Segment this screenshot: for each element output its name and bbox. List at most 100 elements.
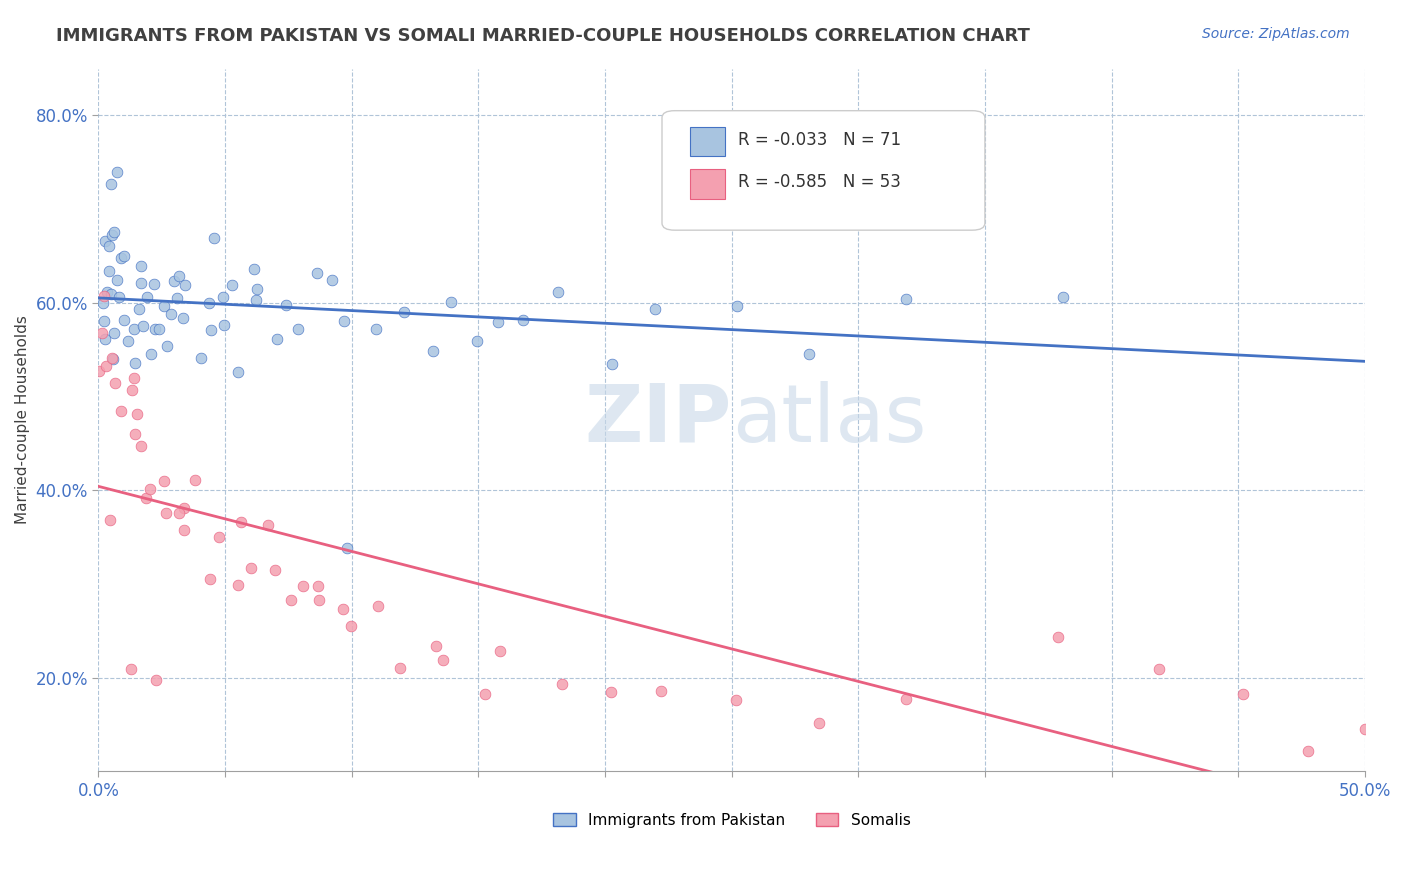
Point [389, 660, 412, 674]
FancyBboxPatch shape [662, 111, 986, 230]
Point [91, 326, 114, 340]
Point [551, 677, 574, 691]
Point [173, 523, 195, 537]
Point [127, 407, 149, 421]
Point [724, 692, 747, 706]
Point [200, 323, 222, 337]
Point [112, 249, 135, 263]
Point [94, 359, 117, 373]
Point [467, 334, 489, 349]
Point [132, 318, 155, 333]
Point [98, 513, 121, 527]
Point [422, 343, 444, 358]
Point [93, 288, 115, 302]
Text: Source: ZipAtlas.com: Source: ZipAtlas.com [1202, 27, 1350, 41]
Point [198, 573, 221, 587]
Point [364, 322, 387, 336]
Point [239, 561, 262, 575]
Point [107, 290, 129, 304]
Point [124, 426, 146, 441]
Point [231, 516, 253, 530]
Point [197, 296, 219, 310]
Point [142, 277, 165, 291]
Point [143, 322, 166, 336]
Point [107, 165, 129, 179]
Bar [690, 127, 725, 156]
Point [226, 365, 249, 379]
Point [148, 322, 170, 336]
Point [163, 274, 186, 288]
Point [190, 351, 212, 365]
Point [103, 326, 125, 340]
Point [392, 305, 415, 319]
Point [129, 277, 152, 291]
Point [256, 518, 278, 533]
Point [155, 506, 177, 520]
Point [266, 332, 288, 346]
Point [474, 687, 496, 701]
Point [425, 639, 447, 653]
Point [1052, 290, 1074, 304]
Point [135, 491, 157, 505]
Point [167, 507, 190, 521]
Point [512, 313, 534, 327]
Point [173, 501, 195, 516]
Point [276, 298, 298, 312]
Text: atlas: atlas [731, 381, 927, 459]
Y-axis label: Married-couple Households: Married-couple Households [15, 316, 30, 524]
Point [547, 285, 569, 300]
Point [1296, 743, 1319, 757]
Point [141, 347, 163, 361]
Point [202, 231, 225, 245]
Point [97, 239, 120, 253]
Point [94, 332, 117, 346]
Point [100, 351, 122, 366]
Point [117, 334, 139, 348]
Point [486, 315, 509, 329]
Point [799, 347, 821, 361]
Point [166, 291, 188, 305]
Point [489, 644, 512, 658]
Point [174, 278, 197, 293]
Point [101, 228, 124, 243]
Point [367, 599, 389, 613]
Point [287, 322, 309, 336]
Point [336, 541, 359, 555]
Point [159, 307, 181, 321]
Point [332, 602, 354, 616]
Point [1232, 686, 1254, 700]
Point [110, 251, 132, 265]
Point [208, 530, 231, 544]
Point [226, 578, 249, 592]
Point [93, 314, 115, 328]
Point [439, 294, 461, 309]
Point [280, 593, 302, 607]
Point [105, 273, 128, 287]
Point [264, 563, 287, 577]
Point [153, 475, 176, 489]
Text: IMMIGRANTS FROM PAKISTAN VS SOMALI MARRIED-COUPLE HOUSEHOLDS CORRELATION CHART: IMMIGRANTS FROM PAKISTAN VS SOMALI MARRI… [56, 27, 1031, 45]
Point [94, 234, 117, 248]
Text: ZIP: ZIP [585, 381, 731, 459]
Point [104, 376, 127, 390]
Point [136, 290, 159, 304]
Point [100, 286, 122, 301]
Point [1354, 722, 1376, 736]
Point [725, 299, 748, 313]
Point [600, 685, 623, 699]
Point [153, 299, 176, 313]
Point [121, 384, 143, 398]
Text: R = -0.033   N = 71: R = -0.033 N = 71 [738, 131, 901, 149]
Point [1046, 630, 1069, 644]
Point [600, 357, 623, 371]
Point [305, 266, 328, 280]
Point [1147, 662, 1170, 676]
Point [650, 684, 672, 698]
Point [432, 652, 454, 666]
Point [139, 482, 162, 496]
Point [333, 314, 356, 328]
Point [211, 290, 233, 304]
Point [243, 262, 266, 277]
Point [101, 352, 124, 367]
Point [98, 264, 121, 278]
